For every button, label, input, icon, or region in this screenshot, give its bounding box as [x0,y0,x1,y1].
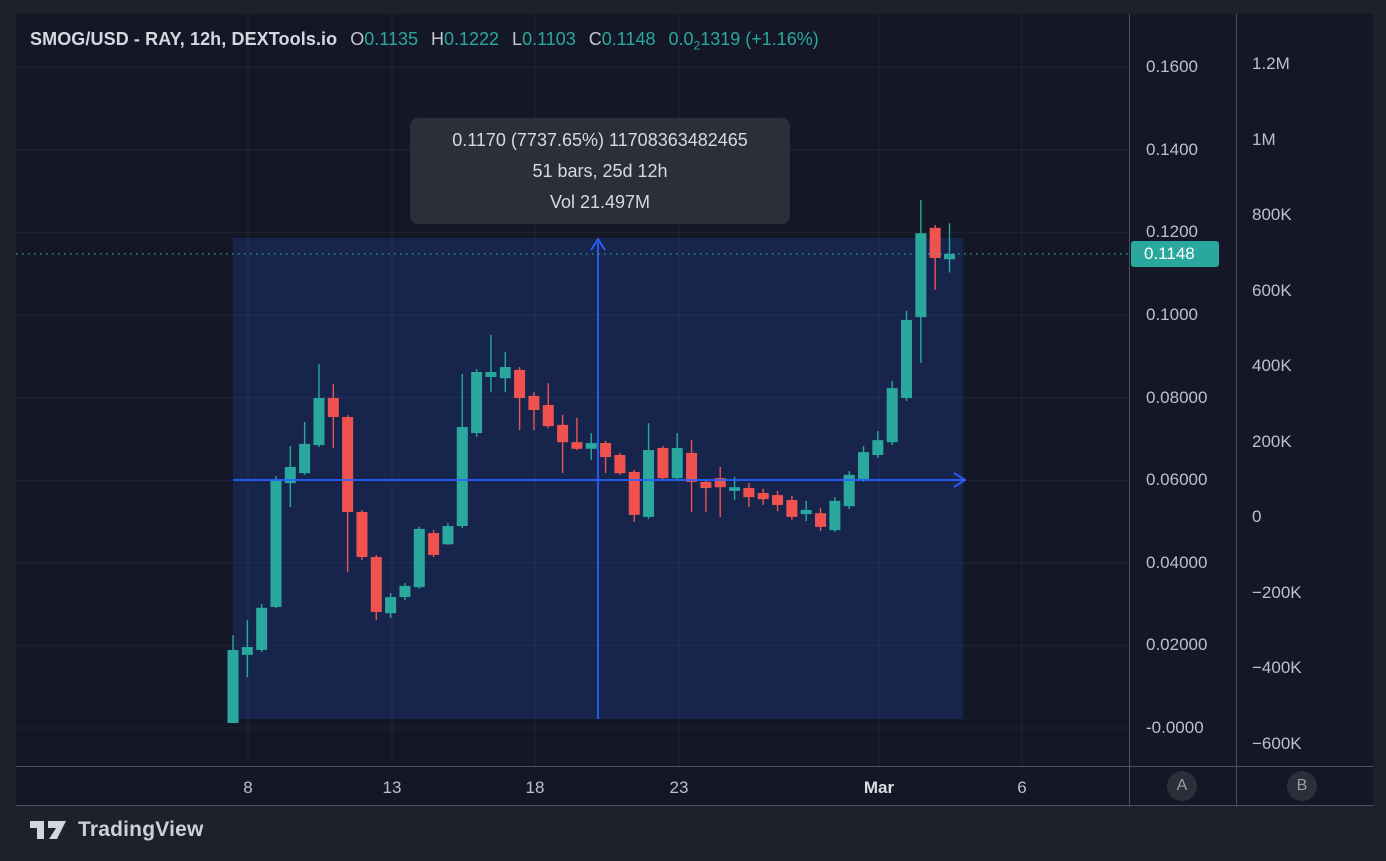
measure-bars-line: 51 bars, 25d 12h [532,160,668,181]
symbol-title[interactable]: SMOG/USD - RAY, 12h, DEXTools.io [30,29,338,49]
volume-tick-label: 1.2M [1252,54,1290,73]
time-tick-label: Mar [863,778,895,797]
ohlc-high: H 0.1222 [430,29,500,49]
axis-separator [1236,767,1237,807]
price-tick-label: 0.1000 [1146,305,1198,324]
measure-volume-line: Vol 21.497M [549,191,651,212]
volume-tick-label: −600K [1252,733,1302,753]
volume-tick-label: 200K [1252,431,1292,451]
volume-tick-label: 400K [1252,356,1292,375]
last-price-badge: 0.1148 [1131,240,1219,267]
price-tick-label: 0.1200 [1146,222,1198,242]
measure-change-line: 0.1170 (7737.65%) 11708363482465 [452,129,748,150]
measure-tooltip: 0.1170 (7737.65%) 11708363482465 51 bars… [410,118,790,224]
volume-tick-label: 600K [1252,280,1292,300]
price-tick-label: 0.04000 [1146,552,1208,572]
volume-tick-label: 1M [1252,129,1276,149]
time-tick-label: 6 [1017,778,1027,797]
time-tick-label: 8 [243,778,253,797]
volume-tick-label: −200K [1252,582,1302,602]
volume-tick-label: 0 [1252,507,1262,526]
ohlc-close: C 0.1148 [588,29,656,49]
volume-axis[interactable] [1236,14,1373,766]
price-tick-label: 0.08000 [1146,387,1208,407]
time-axis[interactable]: 8 13 18 23 Mar 6 [16,766,1373,807]
price-tick-label: 0.1400 [1146,139,1198,159]
axis-separator [1129,767,1130,807]
time-tick-label: 23 [669,778,689,797]
price-tick-label: 0.02000 [1146,635,1208,655]
axis-a-button[interactable]: A [1167,771,1197,801]
axis-b-button[interactable]: B [1287,771,1317,801]
tradingview-logo-icon [30,821,66,839]
volume-tick-label: 800K [1252,205,1292,224]
tradingview-logo[interactable]: TradingView [28,818,204,842]
price-tick-label: 0.06000 [1146,470,1208,490]
price-tick-label: 0.1600 [1146,57,1198,77]
symbol-header: SMOG/USD - RAY, 12h, DEXTools.io O 0.1135… [30,29,819,53]
price-tick-label: -0.0000 [1146,718,1204,737]
time-tick-label: 18 [525,778,545,797]
ohlc-open: O 0.1135 [350,29,418,49]
price-axis[interactable] [1129,14,1236,766]
price-change: 0.021319 (+1.16%) [668,29,819,53]
volume-tick-label: −400K [1252,658,1302,677]
time-tick-label: 13 [382,778,402,797]
ohlc-low: L 0.1103 [512,29,576,49]
tradingview-logo-text: TradingView [78,818,204,841]
